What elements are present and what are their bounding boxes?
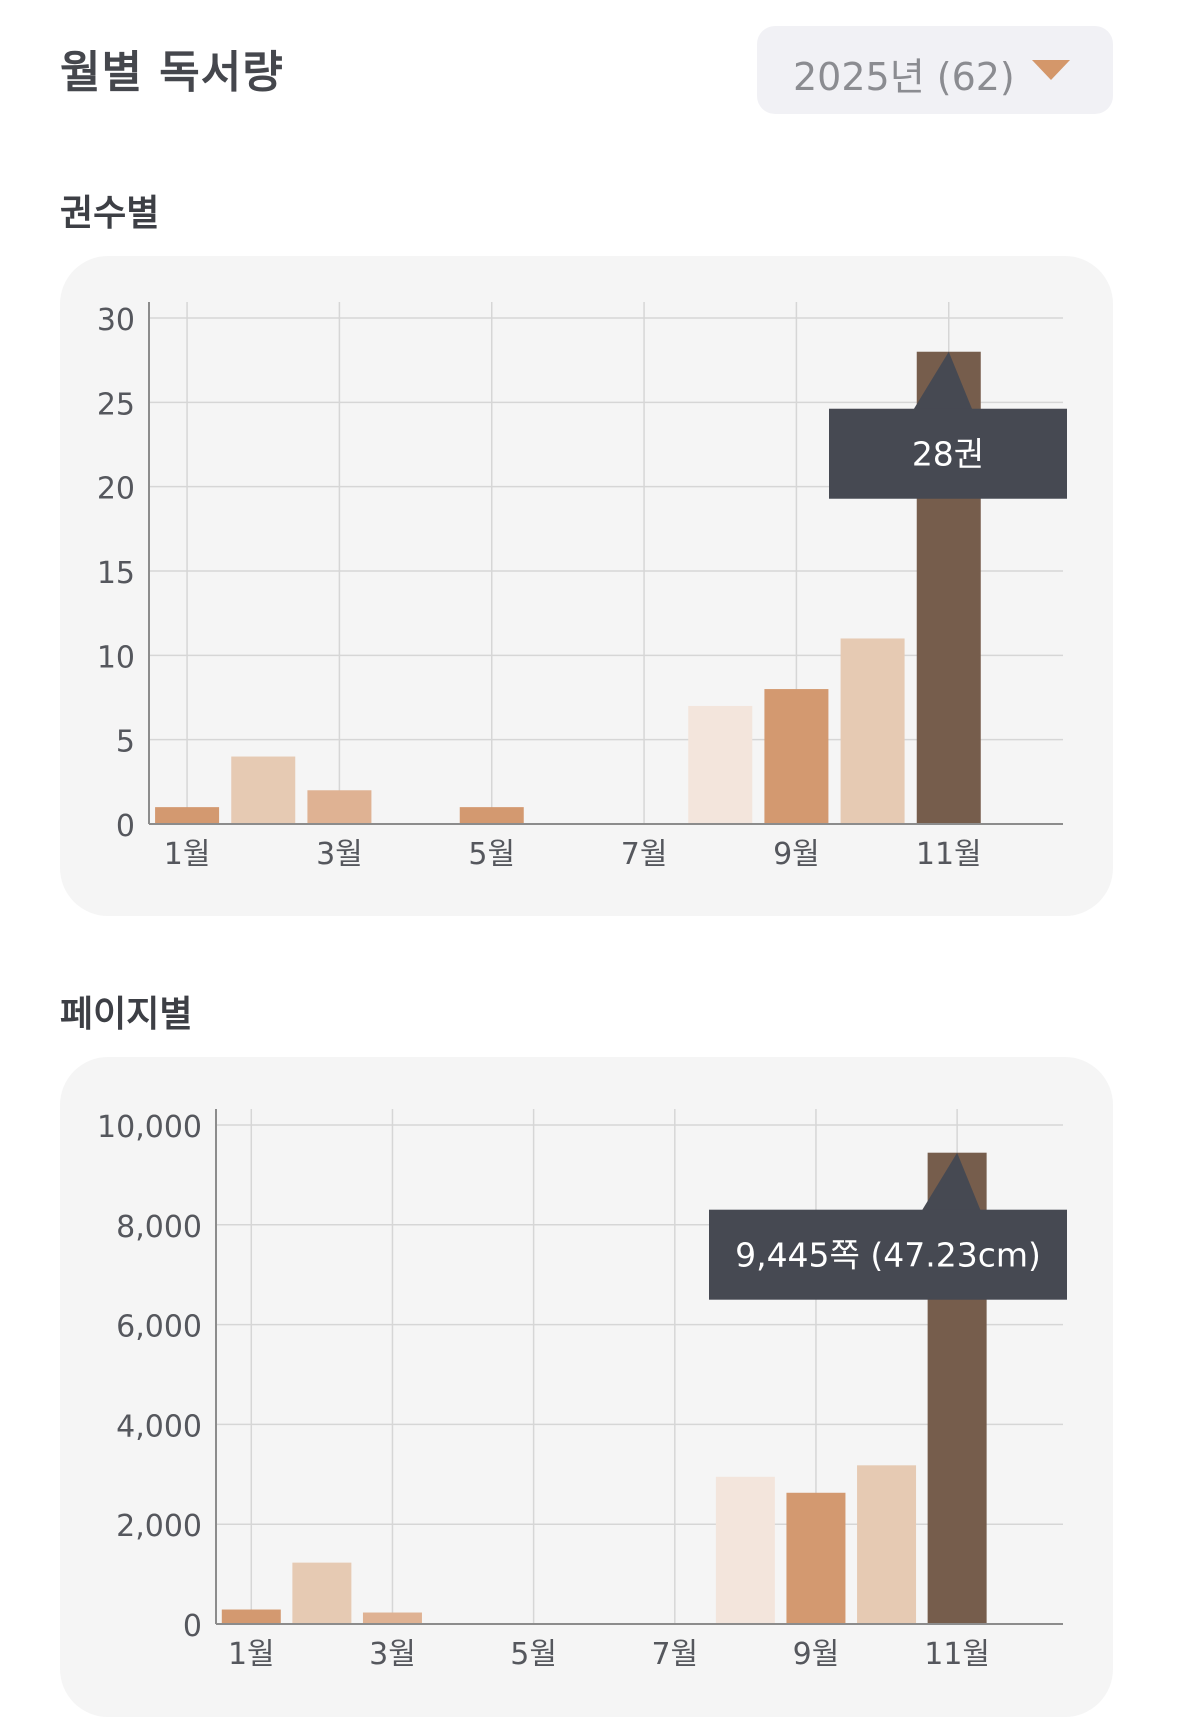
pages-tooltip-box (709, 1209, 1067, 1300)
count-bar (764, 689, 829, 824)
pages-bar-chart: 0 2,000 4,000 6,000 8,000 10,000 1월 3월 5월 7월 9월 11월… (97, 1109, 1067, 1672)
pages-bar (715, 1476, 775, 1624)
pages-xtick-label: 9월 (793, 1637, 840, 1672)
count-ytick-label: 5 (116, 725, 135, 760)
count-ytick-label: 15 (97, 556, 135, 591)
count-ytick-label: 20 (97, 472, 135, 507)
pages-tooltip-label: 9,445쪽 (47.23cm) (735, 1236, 1041, 1275)
pages-ytick-label: 0 (183, 1609, 202, 1644)
pages-bar (857, 1465, 917, 1624)
count-bar (231, 756, 296, 824)
pages-xtick-label: 7월 (651, 1637, 698, 1672)
pages-ytick-label: 8,000 (116, 1210, 202, 1245)
pages-chart-card: 0 2,000 4,000 6,000 8,000 10,000 1월 3월 5월 7월 9월 11월… (60, 1057, 1113, 1717)
pages-ytick-label: 2,000 (116, 1509, 202, 1544)
count-bar (688, 705, 753, 824)
year-select[interactable]: 2025년 (62) (757, 26, 1113, 114)
count-tooltip-label: 28권 (912, 435, 984, 474)
count-xtick-label: 11월 (916, 837, 982, 872)
year-select-label: 2025년 (62) (793, 55, 1015, 99)
pages-xtick-label: 3월 (369, 1637, 416, 1672)
count-tooltip-pointer (912, 351, 973, 411)
count-xtick-label: 7월 (621, 837, 668, 872)
count-xtick-label: 3월 (316, 837, 363, 872)
count-bar (459, 807, 524, 824)
pages-bar (221, 1609, 281, 1624)
count-xtick-label: 5월 (468, 837, 515, 872)
count-bar (307, 790, 372, 824)
pages-bar (362, 1612, 422, 1624)
count-ytick-label: 10 (97, 640, 135, 675)
pages-ytick-label: 4,000 (116, 1409, 202, 1444)
pages-ytick-label: 6,000 (116, 1310, 202, 1345)
pages-ytick-label: 10,000 (97, 1110, 202, 1145)
count-chart-card: 0 5 10 15 20 25 30 1월 3월 5월 7월 9월 11월 28권 (60, 256, 1113, 916)
caret-down-icon (1032, 60, 1070, 80)
count-xtick-label: 9월 (773, 837, 820, 872)
count-bar-chart: 0 5 10 15 20 25 30 1월 3월 5월 7월 9월 11월 28권 (97, 302, 1067, 872)
count-bar (155, 807, 220, 824)
pages-bar (786, 1492, 846, 1624)
pages-xtick-label: 5월 (510, 1637, 557, 1672)
page-title: 월별 독서량 (60, 47, 284, 98)
pages-bar (292, 1562, 352, 1624)
count-xtick-label: 1월 (164, 837, 211, 872)
count-tooltip-box (829, 408, 1067, 499)
pages-xtick-label: 1월 (228, 1637, 275, 1672)
pages-tooltip-pointer (921, 1152, 982, 1212)
count-ytick-label: 0 (116, 809, 135, 844)
count-section-title: 권수별 (60, 193, 160, 234)
count-bar (840, 638, 905, 824)
pages-xtick-label: 11월 (924, 1637, 990, 1672)
pages-section-title: 페이지별 (60, 994, 193, 1035)
count-ytick-label: 25 (97, 387, 135, 422)
count-ytick-label: 30 (97, 303, 135, 338)
